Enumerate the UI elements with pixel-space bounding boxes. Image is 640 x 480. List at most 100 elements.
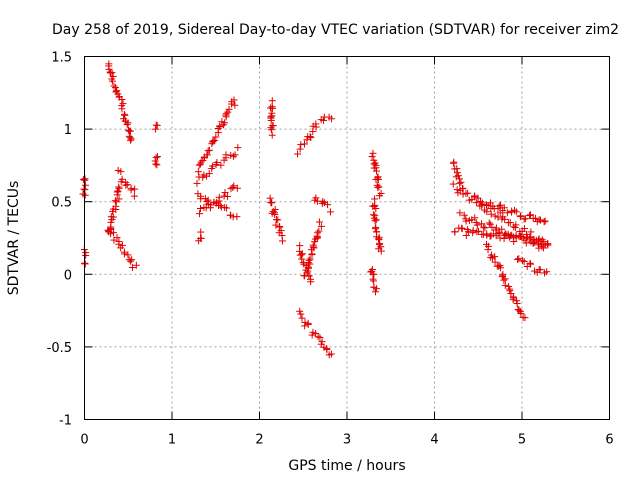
data-point (230, 96, 238, 104)
data-point (515, 255, 523, 263)
y-axis-label: SDTVAR / TECUs (6, 181, 22, 296)
y-tick-label: -0.5 (47, 341, 72, 356)
data-point (127, 257, 135, 265)
y-tick-label: -1 (59, 414, 72, 429)
data-point (152, 154, 160, 162)
data-point (506, 287, 514, 295)
data-point (451, 228, 459, 236)
data-point (501, 281, 509, 289)
data-point (205, 170, 213, 178)
data-point (377, 243, 385, 251)
data-point (108, 77, 116, 85)
data-point (458, 224, 466, 232)
data-point (539, 244, 547, 252)
data-point (118, 95, 126, 103)
data-point (371, 201, 379, 209)
data-point (209, 162, 217, 170)
data-point (306, 255, 314, 263)
data-point (372, 285, 380, 293)
data-point (266, 194, 274, 202)
data-point (234, 144, 242, 152)
data-point (213, 158, 221, 166)
data-point (312, 123, 320, 131)
data-point (512, 221, 520, 229)
data-point (500, 231, 508, 239)
data-point (476, 197, 484, 205)
data-point (307, 134, 315, 142)
data-point (462, 231, 470, 239)
data-point (195, 237, 203, 245)
data-point (267, 116, 275, 124)
data-point (544, 241, 552, 249)
data-point (520, 225, 528, 233)
data-point (471, 193, 479, 201)
data-point (112, 88, 120, 96)
data-point (297, 141, 305, 149)
data-point (153, 121, 161, 129)
data-point (526, 211, 534, 219)
data-point (197, 158, 205, 166)
data-point (491, 212, 499, 220)
data-point (267, 126, 275, 134)
data-point (375, 233, 383, 241)
data-point (272, 221, 280, 229)
data-point (130, 192, 138, 200)
data-point (449, 180, 457, 188)
y-tick-label: 1 (64, 123, 72, 138)
data-point (128, 264, 136, 272)
data-point (194, 168, 202, 176)
data-point (81, 181, 89, 189)
data-point (153, 161, 161, 169)
data-point (503, 209, 511, 217)
data-point (151, 157, 159, 165)
data-point (220, 192, 228, 200)
data-point (456, 179, 464, 187)
data-point (540, 218, 548, 226)
data-point (303, 136, 311, 144)
data-point (526, 259, 534, 267)
data-point (485, 219, 493, 227)
data-point (298, 250, 306, 258)
data-point (126, 136, 134, 144)
y-tick-labels: -1 -0.5 0 0.5 1 1.5 (47, 51, 72, 429)
data-point (324, 201, 332, 209)
data-point (498, 225, 506, 233)
data-point (231, 101, 239, 109)
data-point (526, 212, 534, 220)
data-point (110, 229, 118, 237)
data-point (107, 230, 115, 238)
data-point (527, 228, 535, 236)
data-point (536, 266, 544, 274)
data-point (115, 184, 123, 192)
data-point (530, 239, 538, 247)
data-point (523, 233, 531, 241)
data-point (122, 181, 130, 189)
data-point (516, 233, 524, 241)
data-point (374, 174, 382, 182)
data-point (456, 209, 464, 217)
data-point (298, 314, 306, 322)
data-point (369, 149, 377, 157)
data-point (128, 256, 136, 264)
data-point (372, 288, 380, 296)
data-point (368, 153, 376, 161)
data-point (312, 194, 320, 202)
data-point (127, 186, 135, 194)
data-point (328, 115, 336, 123)
data-point (294, 150, 302, 158)
data-point (197, 192, 205, 200)
data-point (372, 216, 380, 224)
data-point (491, 258, 499, 266)
data-point (113, 188, 121, 196)
data-point (222, 151, 230, 159)
data-point (123, 121, 131, 129)
data-point (308, 331, 316, 339)
data-point (473, 228, 481, 236)
data-point (495, 262, 503, 270)
data-point (453, 169, 461, 177)
data-point (309, 241, 317, 249)
data-point (153, 153, 161, 161)
chart-title: Day 258 of 2019, Sidereal Day-to-day VTE… (52, 22, 619, 38)
data-point (210, 136, 218, 144)
data-point (193, 179, 201, 187)
